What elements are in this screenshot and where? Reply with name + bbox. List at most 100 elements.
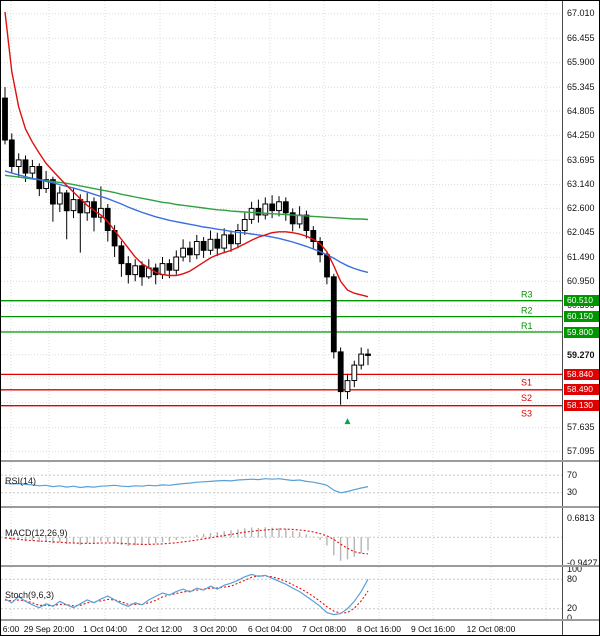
indicator-scale-label: 0 (567, 613, 573, 623)
candle (15, 159, 22, 167)
candle (43, 179, 50, 189)
stochastic-chart (1, 567, 562, 621)
candle (255, 207, 262, 216)
candle (2, 97, 8, 141)
time-tick-label: 6:00 (2, 624, 20, 634)
indicator-scale-label: 100 (567, 564, 583, 574)
candle (365, 353, 371, 356)
candle (8, 139, 15, 167)
candle (358, 353, 365, 366)
candle (282, 201, 289, 214)
candle (310, 230, 317, 242)
time-tick-label: 7 Oct 08:00 (302, 624, 346, 634)
stochastic-indicator-panel[interactable] (1, 567, 562, 621)
indicator-scale-label: 30 (567, 487, 578, 498)
current-price-label: 59.270 (567, 349, 595, 361)
candles-layer (2, 87, 371, 405)
support-level-label: S1 (521, 377, 532, 387)
support-level-label: S2 (521, 393, 532, 403)
time-tick-label: 8 Oct 16:00 (357, 624, 401, 634)
price-tick-label: 62.600 (567, 202, 595, 213)
support-price-badge: 58.840 (564, 368, 599, 380)
resistance-price-badge: 59.800 (564, 326, 599, 338)
candle (139, 265, 145, 278)
candle (235, 230, 241, 245)
support-level-label: S3 (521, 409, 532, 419)
candle (317, 241, 324, 256)
time-tick-label: 12 Oct 08:00 (466, 624, 516, 634)
candle (77, 199, 84, 214)
indicator-scale-label: 80 (567, 573, 578, 584)
candle (63, 192, 70, 212)
macd-label: MACD(12,26,9) (5, 528, 68, 538)
time-axis[interactable]: 6:00 29 Sep 20:00 1 Oct 04:00 2 Oct 12:00 3 … (1, 621, 562, 635)
support-price-badge: 58.130 (564, 400, 599, 412)
panel-divider[interactable] (1, 565, 599, 567)
candle (193, 241, 200, 256)
time-tick-label: 1 Oct 04:00 (83, 624, 127, 634)
candle (344, 380, 351, 393)
candle (337, 351, 344, 393)
time-tick-label: 3 Oct 20:00 (193, 624, 237, 634)
moving-averages-layer (4, 11, 369, 298)
candle (351, 364, 358, 382)
time-tick-label: 2 Oct 12:00 (138, 624, 182, 634)
candle (173, 256, 180, 271)
candle (228, 234, 234, 245)
candlestick-chart: R3 R2 R1 S1 S2 S3 (1, 1, 562, 460)
price-tick-label: 64.250 (567, 130, 595, 141)
candle (187, 247, 193, 256)
candle (159, 263, 166, 276)
panel-divider[interactable] (1, 506, 599, 508)
candle (70, 199, 77, 212)
indicator-scale-label: 20 (567, 603, 578, 614)
panel-divider[interactable] (1, 619, 599, 621)
candle (166, 263, 173, 271)
time-tick-label: 29 Sep 20:00 (23, 624, 75, 634)
candle (262, 203, 269, 216)
macd-chart (1, 508, 562, 565)
price-tick-label: 66.455 (567, 32, 595, 43)
grid-layer (1, 1, 562, 460)
candle (248, 207, 255, 220)
candle (200, 241, 207, 251)
price-tick-label: 65.345 (567, 81, 595, 92)
indicator-scale-label: 70 (567, 469, 578, 480)
rsi-chart (1, 462, 562, 506)
price-chart-panel[interactable]: R3 R2 R1 S1 S2 S3 (1, 1, 562, 460)
price-tick-label: 63.140 (567, 179, 595, 190)
candle (330, 276, 337, 353)
candle (29, 166, 36, 174)
price-tick-label: 57.635 (567, 422, 595, 433)
price-tick-label: 65.900 (567, 57, 595, 68)
candle (276, 201, 282, 212)
resistance-level-label: R1 (521, 321, 533, 331)
indicator-scale-label: 0.6813 (567, 512, 595, 523)
indicator-scale-label: -0.9427 (567, 557, 598, 568)
candle (50, 179, 56, 205)
price-tick-label: 60.950 (567, 275, 595, 286)
candle (296, 214, 303, 225)
time-tick-label: 9 Oct 16:00 (411, 624, 455, 634)
rsi-label: RSI(14) (5, 476, 37, 486)
candle (56, 192, 63, 205)
resistance-level-label: R3 (521, 290, 533, 300)
price-tick-label: 62.045 (567, 227, 595, 238)
panel-divider[interactable] (1, 460, 599, 462)
rsi-indicator-panel[interactable] (1, 462, 562, 506)
time-tick-label: 6 Oct 04:00 (248, 624, 292, 634)
buy-arrow-marker (344, 418, 351, 425)
candle (132, 265, 139, 276)
stochastic-label: Stoch(9,6,3) (5, 590, 55, 600)
candle (324, 254, 330, 278)
price-tick-label: 64.805 (567, 105, 595, 116)
candle (180, 247, 186, 258)
price-scale[interactable]: 67.010 66.455 65.900 65.345 64.805 64.250 63.6… (562, 1, 599, 635)
price-tick-label: 67.010 (567, 8, 595, 19)
macd-indicator-panel[interactable] (1, 508, 562, 565)
candle (22, 159, 29, 174)
candle (303, 214, 310, 232)
resistance-price-badge: 60.510 (564, 295, 599, 307)
candle (36, 166, 43, 190)
